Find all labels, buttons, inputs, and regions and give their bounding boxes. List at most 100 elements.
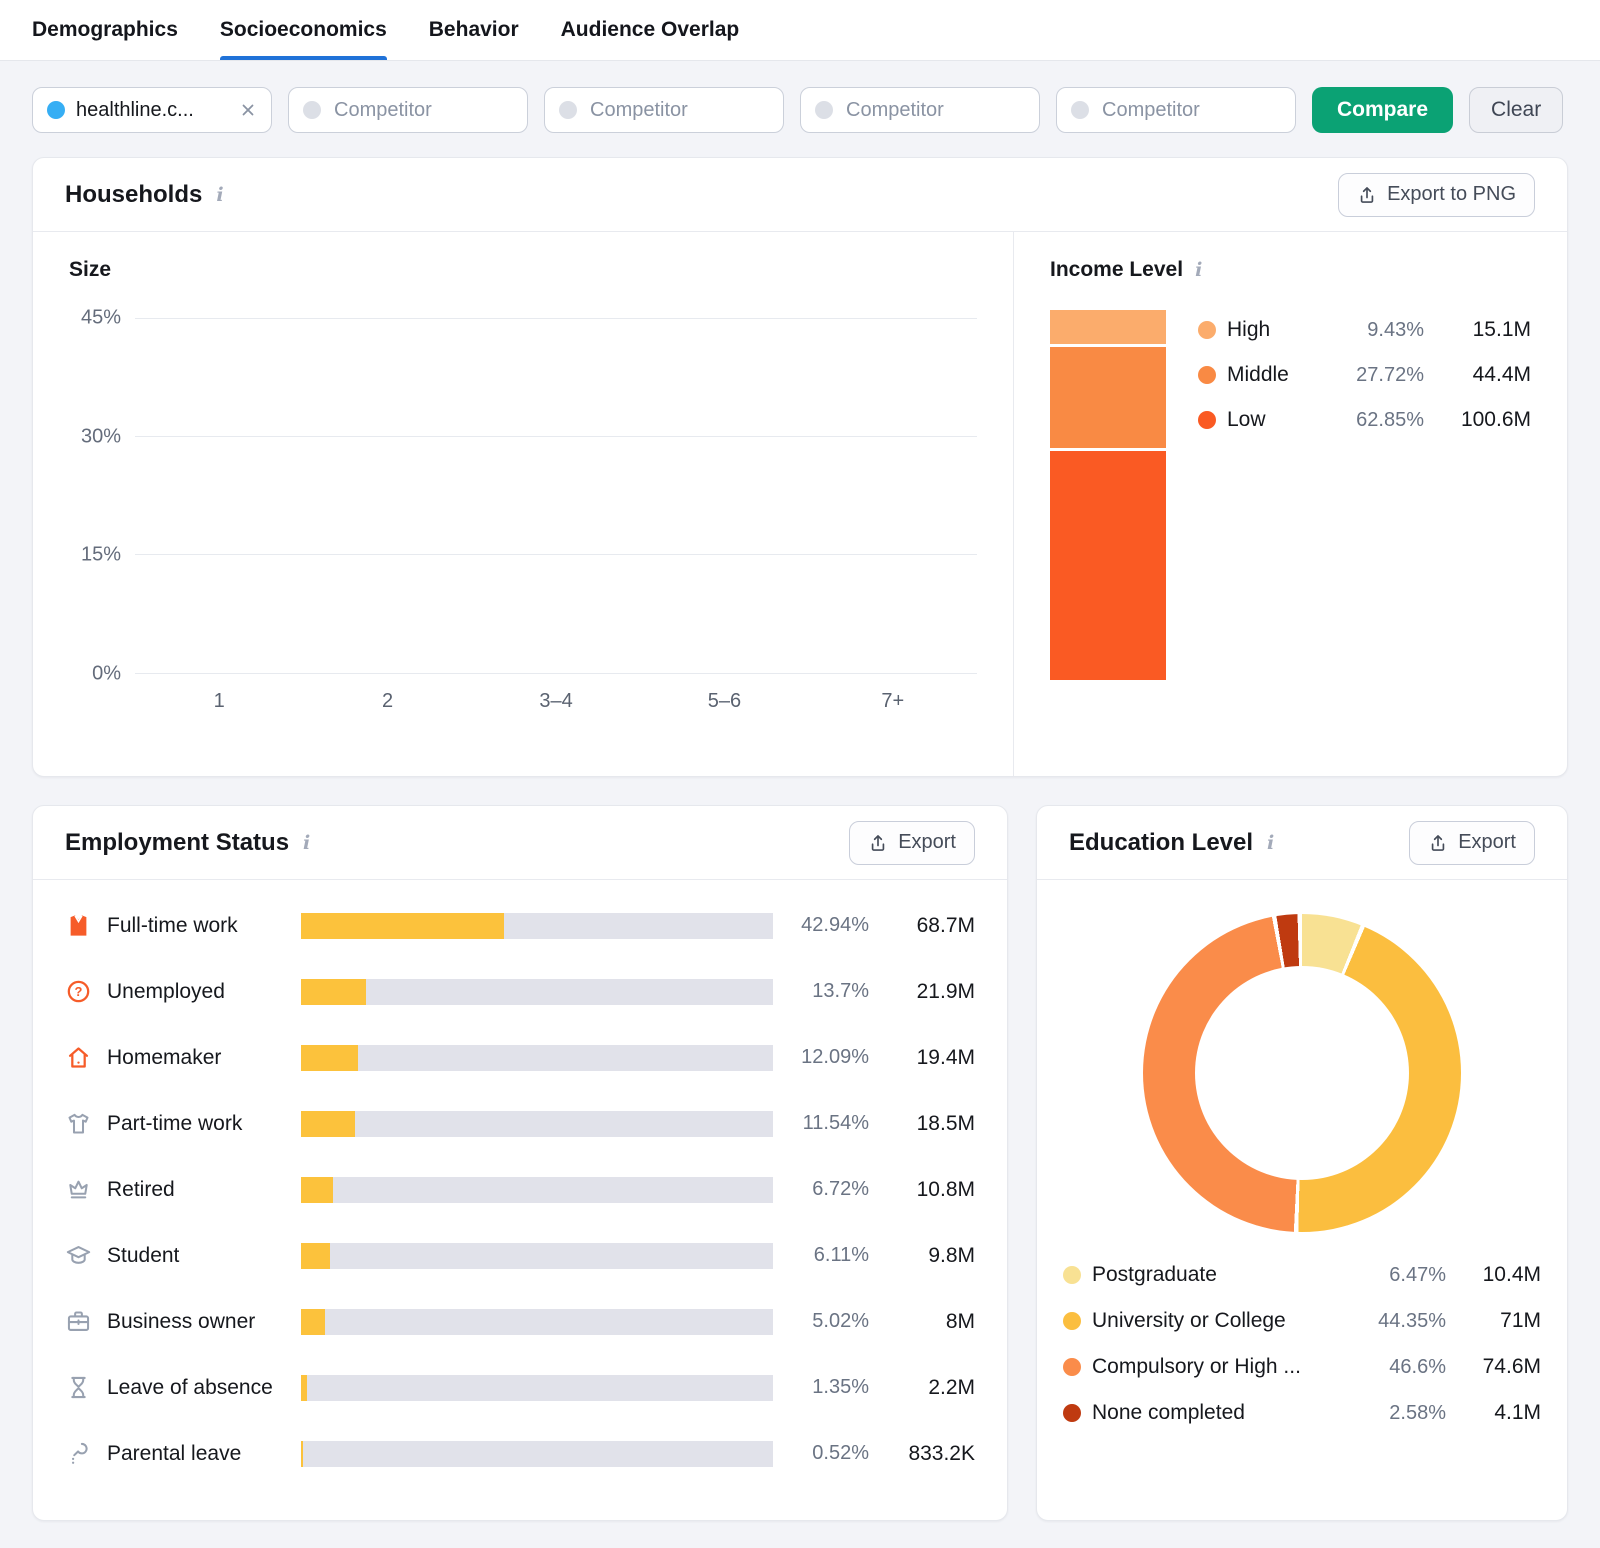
employment-row-full-time: Full-time work 42.94% 68.7M bbox=[65, 912, 975, 939]
income-level-section: Income Level High 9.43% 15.1M bbox=[1013, 232, 1567, 776]
competitor-input-3[interactable] bbox=[844, 97, 1025, 123]
legend-label: Postgraduate bbox=[1092, 1263, 1217, 1286]
remove-site-icon[interactable] bbox=[239, 101, 257, 119]
income-segment-high bbox=[1050, 310, 1166, 345]
legend-value: 44.4M bbox=[1472, 363, 1531, 386]
competitor-color-dot bbox=[303, 101, 321, 119]
gridline bbox=[135, 318, 977, 319]
employment-bar-fill bbox=[301, 1242, 330, 1269]
legend-row-high: High 9.43% 15.1M bbox=[1198, 313, 1531, 347]
competitor-input-2-wrap bbox=[544, 87, 784, 133]
info-icon[interactable] bbox=[301, 832, 312, 854]
legend-percent: 2.58% bbox=[1389, 1401, 1446, 1424]
competitor-input-1[interactable] bbox=[332, 97, 513, 123]
compare-button[interactable]: Compare bbox=[1312, 87, 1454, 133]
employment-bar-fill bbox=[301, 1044, 359, 1071]
households-title: Households bbox=[65, 180, 203, 208]
tab-audience-overlap[interactable]: Audience Overlap bbox=[560, 18, 740, 41]
employment-rows: Full-time work 42.94% 68.7M ? Unemployed… bbox=[33, 880, 1007, 1467]
employment-bar-fill bbox=[301, 1110, 356, 1137]
education-export-button[interactable]: Export bbox=[1409, 820, 1535, 865]
competitor-input-2[interactable] bbox=[588, 97, 769, 123]
income-legend: High 9.43% 15.1M Middle 27.72% 44.4M Low… bbox=[1198, 310, 1531, 680]
employment-bar-track bbox=[301, 1374, 773, 1401]
employment-bar-track bbox=[301, 912, 773, 939]
export-label: Export bbox=[1458, 831, 1516, 853]
competitor-input-4-wrap bbox=[1056, 87, 1296, 133]
tab-demographics[interactable]: Demographics bbox=[32, 18, 178, 41]
selected-site-chip[interactable]: healthline.c... bbox=[32, 87, 272, 133]
income-segment-middle bbox=[1050, 347, 1166, 449]
x-axis: 1 2 3–4 5–6 7+ bbox=[135, 690, 977, 713]
export-to-png-button[interactable]: Export to PNG bbox=[1338, 172, 1535, 217]
employment-label: Leave of absence bbox=[107, 1375, 273, 1399]
employment-row-leave-of-absence: Leave of absence 1.35% 2.2M bbox=[65, 1374, 975, 1401]
info-icon[interactable] bbox=[214, 184, 225, 206]
tab-behavior[interactable]: Behavior bbox=[428, 18, 519, 41]
legend-row-postgraduate: Postgraduate 6.47% 10.4M bbox=[1063, 1252, 1541, 1298]
income-segment-low bbox=[1050, 451, 1166, 681]
export-to-png-label: Export to PNG bbox=[1387, 183, 1516, 205]
employment-value: 19.4M bbox=[916, 1045, 975, 1069]
employment-row-retired: Retired 6.72% 10.8M bbox=[65, 1176, 975, 1203]
legend-dot bbox=[1063, 1312, 1081, 1330]
employment-percent: 11.54% bbox=[802, 1112, 869, 1134]
employment-label: Unemployed bbox=[107, 979, 225, 1003]
education-donut-chart bbox=[1143, 914, 1461, 1232]
competitor-input-4[interactable] bbox=[1100, 97, 1281, 123]
y-tick: 45% bbox=[80, 306, 121, 329]
employment-percent: 0.52% bbox=[812, 1442, 869, 1464]
income-stacked-bar bbox=[1050, 310, 1166, 681]
legend-dot bbox=[1198, 411, 1216, 429]
employment-export-button[interactable]: Export bbox=[849, 820, 975, 865]
employment-value: 10.8M bbox=[916, 1177, 975, 1201]
legend-dot bbox=[1063, 1358, 1081, 1376]
shirt-icon bbox=[65, 912, 92, 939]
legend-percent: 6.47% bbox=[1389, 1263, 1446, 1286]
employment-percent: 12.09% bbox=[801, 1046, 869, 1068]
employment-percent: 5.02% bbox=[812, 1310, 869, 1332]
employment-bar-track bbox=[301, 1440, 773, 1467]
tab-socioeconomics[interactable]: Socioeconomics bbox=[219, 0, 387, 60]
legend-dot bbox=[1198, 366, 1216, 384]
employment-label: Homemaker bbox=[107, 1045, 222, 1069]
house-icon bbox=[65, 1044, 92, 1071]
legend-row-compulsory: Compulsory or High ... 46.6% 74.6M bbox=[1063, 1344, 1541, 1390]
employment-bar-fill bbox=[301, 978, 366, 1005]
question-circle-icon: ? bbox=[65, 978, 92, 1005]
employment-row-unemployed: ? Unemployed 13.7% 21.9M bbox=[65, 978, 975, 1005]
donut-hole bbox=[1195, 966, 1409, 1180]
employment-percent: 6.72% bbox=[812, 1178, 869, 1200]
legend-dot bbox=[1063, 1266, 1081, 1284]
clear-button[interactable]: Clear bbox=[1469, 87, 1564, 133]
legend-label: Middle bbox=[1227, 363, 1289, 386]
employment-bar-track bbox=[301, 1044, 773, 1071]
employment-label: Part-time work bbox=[107, 1111, 243, 1135]
gridline bbox=[135, 673, 977, 674]
legend-value: 71M bbox=[1500, 1309, 1541, 1332]
briefcase-icon bbox=[65, 1308, 92, 1335]
households-card: Households Export to PNG Size 45% 30% 15… bbox=[32, 157, 1568, 777]
gridline bbox=[135, 435, 977, 437]
site-color-dot bbox=[47, 101, 65, 119]
legend-dot bbox=[1198, 321, 1216, 339]
upload-icon bbox=[1431, 834, 1445, 851]
x-tick: 5–6 bbox=[707, 690, 742, 712]
export-label: Export bbox=[898, 831, 956, 853]
info-icon[interactable] bbox=[1265, 832, 1276, 854]
employment-row-student: Student 6.11% 9.8M bbox=[65, 1242, 975, 1269]
legend-value: 15.1M bbox=[1472, 318, 1531, 341]
household-size-bar-chart: 45% 30% 15% 0% bbox=[69, 307, 977, 713]
crown-icon bbox=[65, 1176, 92, 1203]
education-level-card: Education Level Export Postgraduate 6.47… bbox=[1036, 805, 1568, 1521]
employment-bar-fill bbox=[301, 912, 504, 939]
info-icon[interactable] bbox=[1193, 259, 1204, 281]
legend-value: 10.4M bbox=[1482, 1263, 1541, 1286]
competitor-input-3-wrap bbox=[800, 87, 1040, 133]
employment-label: Parental leave bbox=[107, 1441, 242, 1465]
competitor-color-dot bbox=[1071, 101, 1089, 119]
hourglass-icon bbox=[65, 1374, 92, 1401]
education-legend: Postgraduate 6.47% 10.4M University or C… bbox=[1037, 1252, 1567, 1436]
employment-value: 8M bbox=[945, 1309, 975, 1333]
employment-status-title: Employment Status bbox=[65, 828, 290, 856]
